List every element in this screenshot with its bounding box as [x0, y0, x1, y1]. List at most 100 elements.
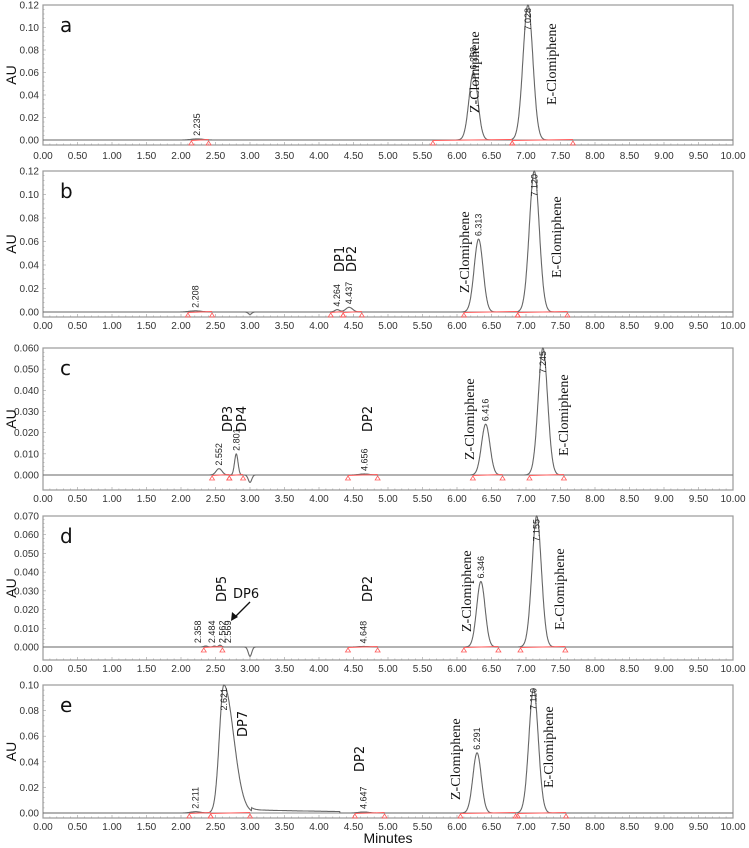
y-tick-label: 0.060: [14, 530, 39, 541]
y-axis-title: AU: [3, 65, 19, 84]
x-tick-label: 1.00: [102, 321, 122, 332]
peak-retention-time: 2.211: [191, 787, 201, 809]
x-tick-label: 2.00: [171, 151, 191, 162]
x-tick-label: 7.50: [551, 494, 571, 505]
integration-marker-icon: [560, 475, 568, 481]
x-tick-label: 0.00: [33, 151, 53, 162]
integration-line: [517, 311, 568, 313]
integration-marker-icon: [246, 813, 254, 819]
peak-retention-time: 7.245: [538, 351, 548, 374]
x-tick-label: 7.00: [516, 321, 536, 332]
y-tick-label: 0.020: [14, 428, 39, 439]
integration-line: [517, 812, 567, 814]
y-axis-title: AU: [3, 578, 19, 597]
peak-retention-time: 7.155: [532, 519, 542, 542]
plot-frame: [42, 515, 734, 661]
peak-retention-time: 2.235: [192, 113, 202, 136]
integration-marker-icon: [351, 813, 359, 819]
degradant-label-dp6: DP6: [233, 587, 259, 602]
chromatogram-panel-d: 0.000 0.010 0.020 0.030 0.040 0.050 0.060 0.070…: [3, 512, 746, 676]
compound-label-e-clomiphene: E-Clomiphene: [542, 706, 557, 788]
integration-marker-icon: [219, 647, 226, 653]
x-tick-label: 5.50: [413, 321, 433, 332]
x-tick-label: 5.50: [413, 664, 433, 675]
degradant-label-dp3: DP3: [221, 406, 236, 432]
y-tick-label: 0.050: [14, 549, 39, 560]
x-tick-label: 8.50: [620, 494, 640, 505]
x-tick-label: 8.00: [585, 494, 605, 505]
y-tick-label: 0.08: [20, 46, 40, 57]
plot-frame: [42, 170, 734, 318]
y-tick-label: 0.040: [14, 386, 39, 397]
integration-marker-icon: [239, 475, 247, 481]
x-tick-label: 6.00: [447, 494, 467, 505]
x-tick-label: 7.00: [516, 494, 536, 505]
peak-retention-time: 6.238: [468, 47, 478, 70]
peak-retention-time: 4.437: [344, 282, 354, 305]
x-tick-label: 5.50: [413, 494, 433, 505]
integration-line: [463, 311, 518, 313]
y-tick-label: 0.08: [20, 706, 40, 717]
x-tick-label: 4.50: [344, 664, 364, 675]
x-tick-label: 0.00: [33, 664, 53, 675]
x-tick-label: 3.50: [275, 494, 295, 505]
x-tick-label: 0.00: [33, 822, 53, 833]
integration-line: [529, 474, 564, 476]
x-tick-label: 4.00: [309, 321, 329, 332]
y-tick-label: 0.02: [20, 284, 40, 295]
peak-retention-time: 4.656: [359, 448, 369, 471]
integration-marker-icon: [526, 475, 533, 481]
degradant-label-dp2: DP2: [361, 576, 376, 602]
x-tick-label: 5.50: [413, 151, 433, 162]
x-tick-label: 3.50: [275, 151, 295, 162]
x-tick-label: 5.00: [378, 664, 398, 675]
peak-retention-time: 7.120: [529, 174, 539, 197]
x-tick-label: 7.00: [516, 664, 536, 675]
x-tick-label: 3.50: [275, 822, 295, 833]
x-tick-label: 3.50: [275, 321, 295, 332]
x-tick-label: 7.50: [551, 822, 571, 833]
compound-label-e-clomiphene: E-Clomiphene: [553, 548, 568, 630]
x-tick-label: 8.50: [620, 664, 640, 675]
integration-line: [229, 474, 244, 476]
x-tick-label: 9.00: [654, 151, 674, 162]
x-tick-label: 8.00: [585, 822, 605, 833]
x-tick-label: 0.00: [33, 321, 53, 332]
integration-marker-icon: [184, 312, 192, 318]
x-tick-label: 6.00: [447, 151, 467, 162]
x-tick-label: 8.50: [620, 321, 640, 332]
integration-marker-icon: [517, 647, 524, 653]
integration-line: [191, 139, 209, 141]
degradant-label-dp2: DP2: [345, 246, 360, 272]
x-tick-label: 5.00: [378, 494, 398, 505]
x-tick-label: 1.50: [137, 494, 157, 505]
panel-letter: d: [60, 524, 73, 548]
compound-label-e-clomiphene: E-Clomiphene: [550, 196, 565, 278]
plot-frame: [42, 684, 734, 819]
chromatogram-trace: [43, 515, 733, 658]
integration-line: [343, 311, 362, 313]
x-tick-label: 1.50: [137, 664, 157, 675]
x-tick-label: 1.00: [102, 822, 122, 833]
x-tick-label: 2.00: [171, 822, 191, 833]
x-tick-label: 2.50: [206, 664, 226, 675]
integration-line: [520, 646, 566, 648]
integration-marker-icon: [374, 647, 381, 653]
x-tick-label: 1.00: [102, 664, 122, 675]
y-tick-label: 0.050: [14, 365, 39, 376]
chromatogram-panel-c: 0.000 0.010 0.020 0.030 0.040 0.050 0.060 0.00 0…: [3, 344, 746, 506]
chromatogram-panel-e: 0.00 0.02 0.04 0.06 0.08 0.10 0.00 0.50 1.00 1.50…: [3, 681, 746, 834]
integration-line: [432, 139, 513, 141]
x-tick-label: 4.00: [309, 494, 329, 505]
integration-marker-icon: [457, 813, 464, 819]
x-tick-label: 7.00: [516, 151, 536, 162]
integration-marker-icon: [508, 140, 516, 146]
x-tick-label: 2.50: [206, 321, 226, 332]
x-tick-label: 9.50: [689, 321, 709, 332]
x-tick-label: 0.50: [68, 494, 88, 505]
plot-frame: [42, 347, 734, 491]
integration-marker-icon: [208, 475, 216, 481]
compound-label-z-clomiphene: Z-Clomiphene: [449, 718, 464, 800]
integration-marker-icon: [381, 813, 388, 819]
integration-marker-icon: [495, 647, 502, 653]
